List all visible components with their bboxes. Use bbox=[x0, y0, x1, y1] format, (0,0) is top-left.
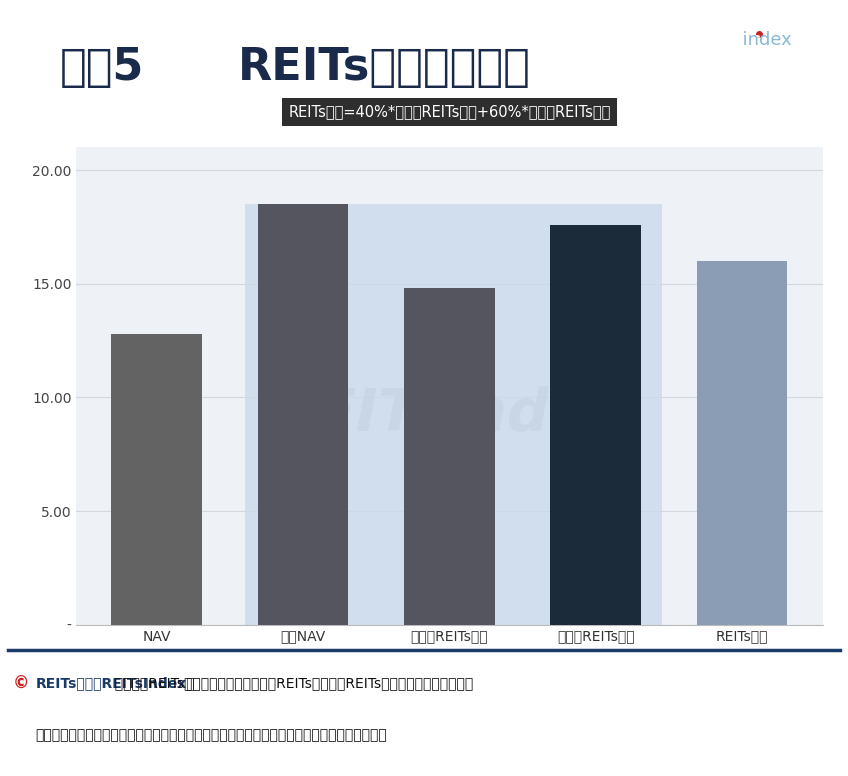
Bar bbox=[697, 261, 788, 625]
Text: REITs估值=40%*并购后REITs估值+60%*并购前REITs估值: REITs估值=40%*并购后REITs估值+60%*并购前REITs估值 bbox=[288, 104, 611, 120]
Text: REITs收并购增加值: REITs收并购增加值 bbox=[237, 46, 530, 88]
Text: ©: © bbox=[13, 674, 29, 693]
Text: 盖跟踪、调查研究和综合分析，致力于提供全面精准的数据信息、前沿专业的研究报告和服务。: 盖跟踪、调查研究和综合分析，致力于提供全面精准的数据信息、前沿专业的研究报告和服… bbox=[36, 728, 388, 743]
Bar bbox=[707, 92, 713, 116]
Text: 是专业的REITs指数综合分析信息平台。REITs指数聚集REITs行业产业和相关企业的覆: 是专业的REITs指数综合分析信息平台。REITs指数聚集REITs行业产业和相… bbox=[36, 677, 473, 691]
Bar bbox=[791, 98, 797, 116]
Bar bbox=[550, 225, 641, 625]
Text: REITs指数（REITsIndex）: REITs指数（REITsIndex） bbox=[36, 677, 195, 691]
Bar bbox=[754, 103, 760, 116]
Bar bbox=[745, 98, 750, 116]
Text: index: index bbox=[708, 31, 792, 49]
Bar bbox=[258, 204, 349, 625]
Bar bbox=[111, 334, 202, 625]
Text: REITsindex: REITsindex bbox=[272, 386, 627, 443]
Bar bbox=[244, 204, 661, 625]
Bar bbox=[717, 101, 722, 116]
Text: 图表5: 图表5 bbox=[59, 46, 143, 88]
Bar bbox=[698, 98, 703, 116]
Bar bbox=[763, 95, 769, 116]
Text: REITs: REITs bbox=[708, 31, 762, 49]
Bar bbox=[810, 95, 816, 116]
Bar bbox=[773, 99, 778, 116]
Bar bbox=[689, 105, 694, 116]
Bar bbox=[735, 88, 741, 116]
Bar bbox=[404, 289, 494, 625]
Bar bbox=[801, 103, 806, 116]
Bar bbox=[782, 92, 788, 116]
Bar bbox=[726, 95, 732, 116]
